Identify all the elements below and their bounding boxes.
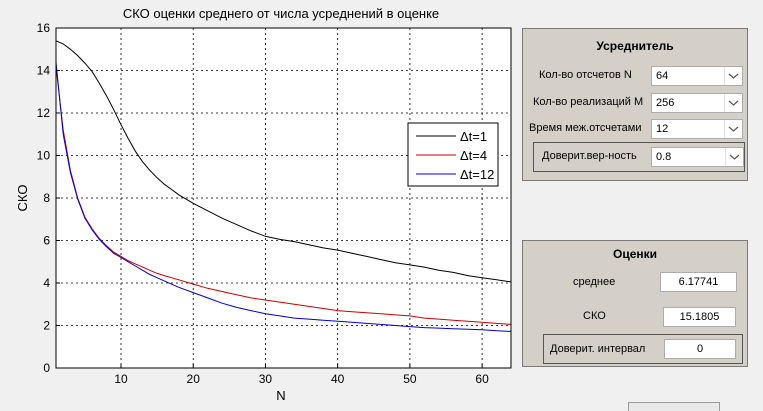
interval-time-value: 12 <box>656 123 669 135</box>
chevron-down-icon[interactable] <box>724 67 742 85</box>
interval-group: Доверит. интервал 0 <box>543 334 743 364</box>
chart-title: СКО оценки среднего от числа усреднений … <box>123 6 439 21</box>
y-tick-label: 16 <box>37 21 51 35</box>
series-line-1 <box>55 40 512 283</box>
interval-time-label: Время меж.отсчетами <box>529 122 642 134</box>
x-tick-label: 10 <box>114 372 128 386</box>
y-tick-label: 2 <box>43 319 50 333</box>
series-line-2 <box>55 66 512 325</box>
x-tick-label: 30 <box>259 372 273 386</box>
legend-label: Δt=4 <box>460 148 487 163</box>
x-tick-label: 60 <box>475 372 489 386</box>
averager-panel: Усреднитель Кол-во отсчетов N 64 Кол-во … <box>522 28 748 181</box>
averager-title: Усреднитель <box>596 39 674 53</box>
y-tick-label: 12 <box>37 106 51 120</box>
x-tick-label: 20 <box>187 372 201 386</box>
confidence-group: Доверит.вер-ность 0.8 <box>533 142 745 172</box>
y-tick-label: 6 <box>43 234 50 248</box>
interval-label: Доверит. интервал <box>550 343 646 355</box>
x-tick-label: 40 <box>331 372 345 386</box>
bottom-tab <box>628 402 720 411</box>
sko-label: СКО <box>583 310 606 322</box>
x-axis-label: N <box>276 388 285 403</box>
interval-field[interactable]: 0 <box>664 339 736 359</box>
y-tick-label: 14 <box>37 64 51 78</box>
mean-label: среднее <box>573 276 616 288</box>
estimates-panel: Оценки среднее 6.17741 СКО 15.1805 Довер… <box>522 240 748 367</box>
confidence-label: Доверит.вер-ность <box>542 150 637 162</box>
series-line-3 <box>55 61 512 332</box>
legend-label: Δt=1 <box>460 129 487 144</box>
plot-frame <box>55 27 512 369</box>
y-tick-label: 0 <box>43 361 50 375</box>
interval-time-select[interactable]: 12 <box>651 119 743 139</box>
grid <box>56 28 511 368</box>
chevron-down-icon[interactable] <box>724 120 742 138</box>
realizations-select[interactable]: 256 <box>651 93 743 113</box>
confidence-select[interactable]: 0.8 <box>651 147 744 167</box>
y-tick-label: 8 <box>43 191 50 205</box>
samples-select[interactable]: 64 <box>651 66 743 86</box>
realizations-value: 256 <box>656 97 675 109</box>
samples-label: Кол-во отсчетов N <box>539 69 632 81</box>
mean-field[interactable]: 6.17741 <box>660 272 737 292</box>
sko-chart: СКО оценки среднего от числа усреднений … <box>15 6 512 403</box>
axis-ticks: 10 20 30 40 50 60 0 2 4 6 8 10 12 14 16 <box>37 21 489 386</box>
chevron-down-icon[interactable] <box>724 94 742 112</box>
estimates-title: Оценки <box>612 247 657 261</box>
samples-value: 64 <box>656 70 669 82</box>
y-tick-label: 10 <box>37 149 51 163</box>
legend-label: Δt=12 <box>460 167 494 182</box>
confidence-value: 0.8 <box>656 151 672 163</box>
x-tick-label: 50 <box>403 372 417 386</box>
y-axis-label: СКО <box>15 185 30 212</box>
sko-field[interactable]: 15.1805 <box>663 307 736 327</box>
series-lines <box>55 40 512 332</box>
y-tick-label: 4 <box>43 276 50 290</box>
realizations-label: Кол-во реализаций M <box>533 96 644 108</box>
legend: Δt=1 Δt=4 Δt=12 <box>407 122 499 187</box>
chevron-down-icon[interactable] <box>725 148 743 166</box>
